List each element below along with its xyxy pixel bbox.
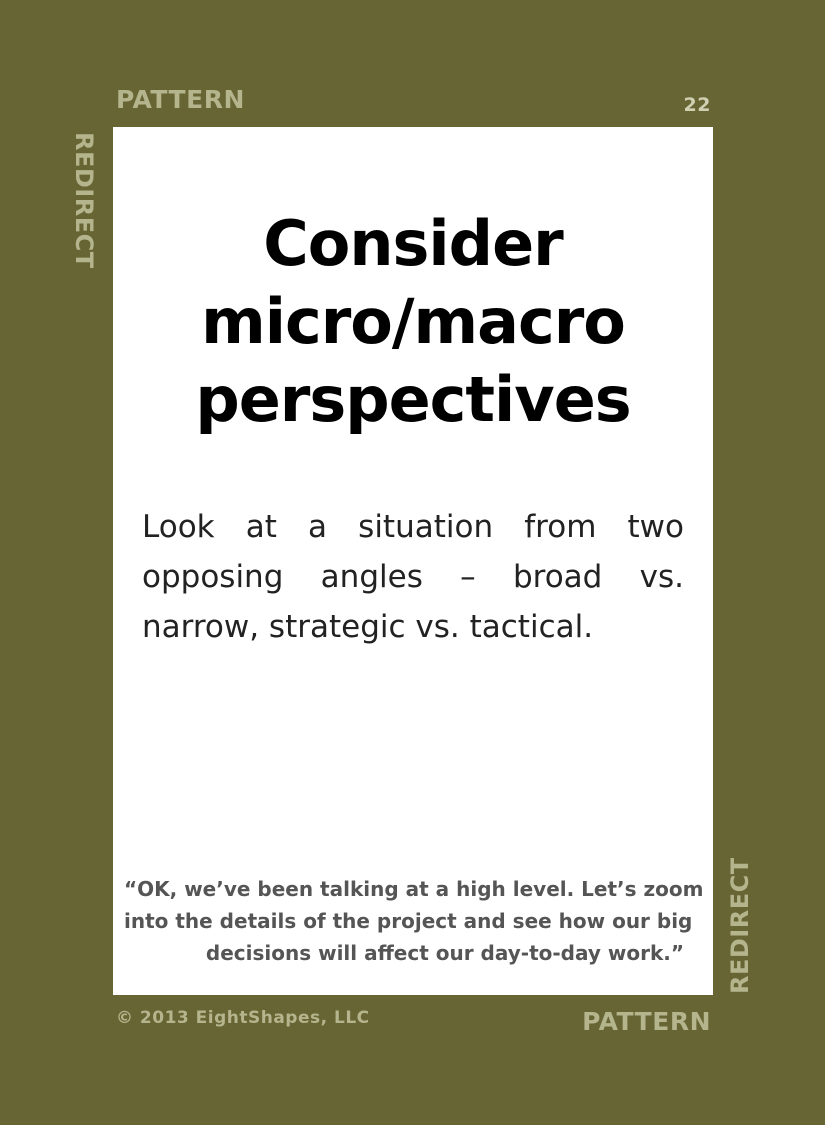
right-redirect-label: REDIRECT xyxy=(726,857,754,994)
card-number: 22 xyxy=(683,94,711,116)
card-title: Consider micro/macro perspectives xyxy=(113,205,713,439)
quote-line: into the details of the project and see … xyxy=(124,909,693,933)
card-description: Look at a situation from two opposing an… xyxy=(142,502,684,652)
card-title-line: perspectives xyxy=(195,363,631,436)
quote-line: “OK, we’ve been talking at a high level.… xyxy=(124,877,704,901)
quote-line: decisions will affect our day-to-day wor… xyxy=(205,941,684,965)
card-title-line: Consider xyxy=(263,207,563,280)
description-line: opposing angles – broad vs. xyxy=(142,559,684,595)
bottom-pattern-label: PATTERN xyxy=(582,1007,711,1036)
card-title-line: micro/macro xyxy=(201,285,626,358)
left-redirect-label: REDIRECT xyxy=(70,132,98,269)
copyright-notice: © 2013 EightShapes, LLC xyxy=(116,1008,370,1028)
content-card: Consider micro/macro perspectives Look a… xyxy=(113,127,713,995)
description-line: Look at a situation from two xyxy=(142,509,684,545)
example-quote: “OK, we’ve been talking at a high level.… xyxy=(124,873,704,969)
description-line: narrow, strategic vs. tactical. xyxy=(142,609,594,645)
top-pattern-label: PATTERN xyxy=(116,85,245,114)
